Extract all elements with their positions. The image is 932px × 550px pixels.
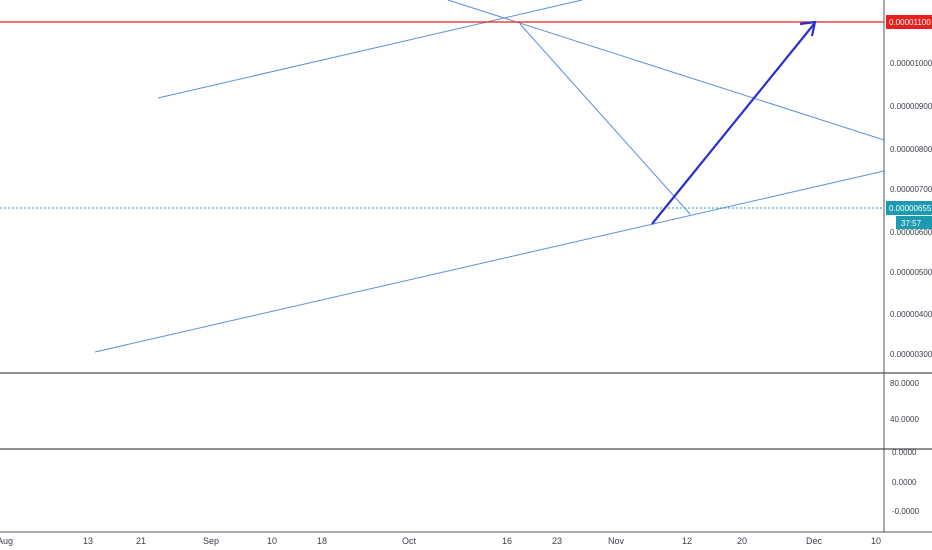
rsi-tick-label: 40.0000: [890, 415, 919, 424]
macd-tick-label: 0.0000: [892, 448, 917, 457]
overlay: [0, 0, 885, 353]
price-tick-label: 0.00000600: [890, 228, 932, 237]
time-tick-label: 10: [267, 536, 277, 546]
countdown-label: 37:57: [901, 219, 922, 228]
upper-channel-trendline: [157, 0, 583, 99]
price-tick-label: 0.00000800: [890, 145, 932, 154]
price-tick-label: 0.00000500: [890, 268, 932, 277]
projection-arrow: [651, 23, 815, 225]
descending-trendline: [447, 0, 885, 141]
support-trendline: [94, 170, 885, 353]
price-tick-label: 0.00000900: [890, 102, 932, 111]
time-tick-label: 18: [317, 536, 327, 546]
macd-tick-label: 0.0000: [892, 478, 917, 487]
time-tick-label: 16: [502, 536, 512, 546]
time-tick-label: 12: [682, 536, 692, 546]
time-tick-label: 20: [737, 536, 747, 546]
macd-tick-label: -0.0000: [892, 507, 920, 516]
resistance-badge: [886, 15, 932, 29]
time-tick-label: Dec: [806, 536, 823, 546]
price-tick-label: 0.00000300: [890, 350, 932, 359]
price-tick-label: 0.00000400: [890, 310, 932, 319]
rsi-tick-label: 80.0000: [890, 379, 919, 388]
time-tick-label: Aug: [0, 536, 13, 546]
time-tick-label: Oct: [402, 536, 417, 546]
resistance-badge-label: 0.00001100: [889, 18, 931, 27]
price-tick-label: 0.00000700: [890, 185, 932, 194]
price-tick-label: 0.00001000: [890, 59, 932, 68]
current-price-badge-label: 0.00000655: [889, 204, 932, 213]
time-tick-label: 13: [83, 536, 93, 546]
time-tick-label: 21: [136, 536, 146, 546]
current-price-badge: [886, 201, 932, 215]
projection-arrowhead: [799, 20, 817, 37]
time-tick-label: 23: [552, 536, 562, 546]
time-tick-label: Sep: [203, 536, 219, 546]
descending-trendline-steep: [519, 23, 691, 215]
time-tick-label: 10: [871, 536, 881, 546]
countdown-badge: [896, 216, 932, 229]
time-tick-label: Nov: [608, 536, 625, 546]
